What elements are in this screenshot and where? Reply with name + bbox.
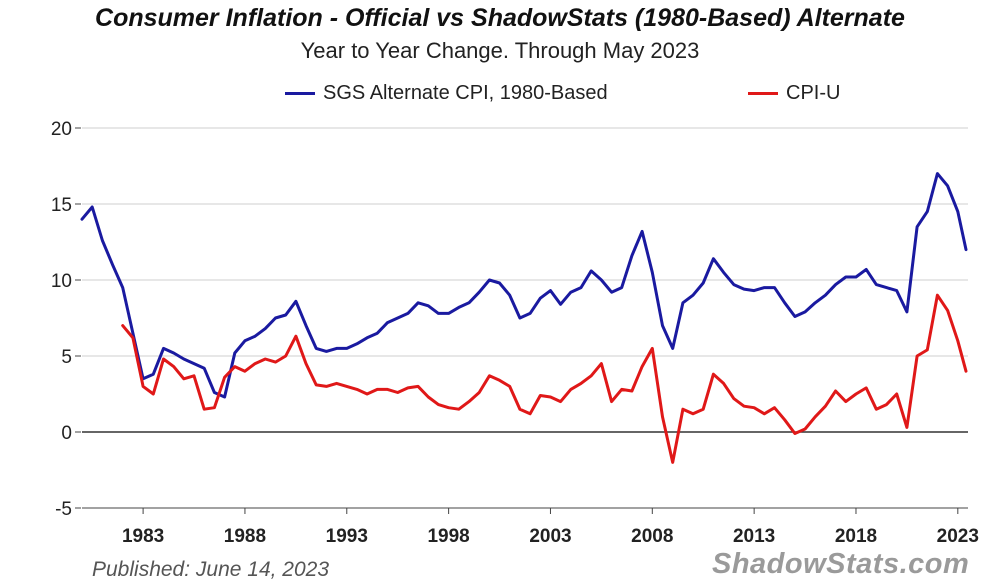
brand-watermark: ShadowStats.com — [712, 548, 970, 580]
legend-label-cpiu: CPI-U — [786, 82, 841, 104]
chart-subtitle: Year to Year Change. Through May 2023 — [300, 38, 700, 63]
x-tick-label: 1988 — [224, 526, 266, 547]
legend-item-sgs: SGS Alternate CPI, 1980-Based — [285, 82, 608, 105]
axes: 20 15 10 5 0 -5 1983 1988 1993 1998 2003 2008 2013 20… — [51, 119, 979, 547]
y-tick-label: 10 — [51, 271, 72, 292]
published-date: Published: June 14, 2023 — [92, 558, 330, 581]
legend-swatch-sgs — [285, 92, 315, 95]
x-tick-label: 2023 — [937, 526, 979, 547]
x-tick-label: 2003 — [529, 526, 571, 547]
chart-title: Consumer Inflation - Official vs ShadowS… — [95, 4, 905, 32]
x-tick-label: 2008 — [631, 526, 673, 547]
x-tick-label: 2013 — [733, 526, 775, 547]
y-tick-label: 15 — [51, 195, 72, 216]
x-tick-label: 1993 — [326, 526, 368, 547]
series-line-cpiu — [121, 293, 968, 464]
legend-label-sgs: SGS Alternate CPI, 1980-Based — [323, 82, 608, 104]
y-tick-label: 5 — [61, 347, 72, 368]
y-tick-label: -5 — [55, 499, 72, 520]
gridlines — [82, 127, 968, 509]
legend-item-cpiu: CPI-U — [748, 82, 840, 105]
x-tick-label: 2018 — [835, 526, 877, 547]
x-tick-label: 1983 — [122, 526, 164, 547]
legend: SGS Alternate CPI, 1980-Based CPI-U — [0, 82, 1000, 110]
series-line-sgs — [80, 172, 968, 399]
legend-swatch-cpiu — [748, 92, 778, 95]
series-group — [80, 172, 968, 464]
y-tick-label: 0 — [61, 423, 72, 444]
x-tick-label: 1998 — [427, 526, 469, 547]
y-tick-label: 20 — [51, 119, 72, 140]
